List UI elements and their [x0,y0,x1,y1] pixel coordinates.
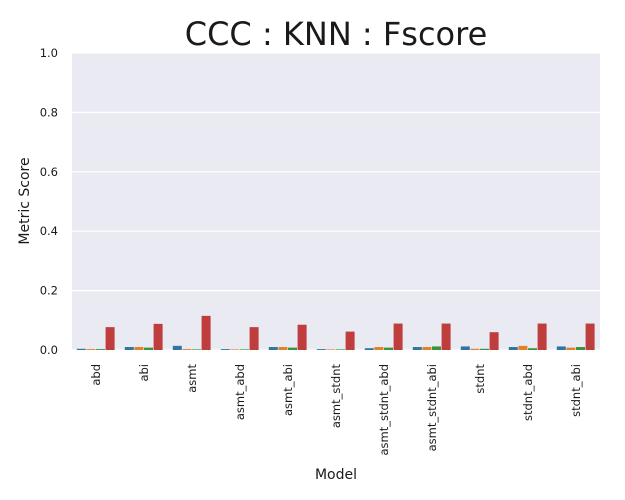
bar [268,347,278,350]
bar [220,349,230,350]
x-axis-label: Model [315,467,357,483]
bar [422,347,432,350]
bar [460,346,470,350]
bar [412,347,422,350]
bar [96,349,105,350]
bar [124,347,134,350]
bar [556,346,566,350]
x-tick-label: stdnt_abd [521,364,535,421]
bar [278,347,288,350]
bar [432,346,441,350]
x-tick-label: asmt_abd [233,364,247,420]
bar [364,348,374,350]
x-tick-label: abd [89,364,103,386]
x-tick-label: stdnt_abi [569,364,583,417]
bar [86,349,96,350]
bar [153,323,163,350]
bar [585,323,595,350]
y-axis-label: Metric Score [17,157,33,244]
x-tick-label: asmt_stdnt_abi [425,364,439,451]
bar [105,327,115,350]
x-tick-label: asmt_stdnt [329,364,343,429]
bar [384,347,393,350]
bar [172,345,182,350]
bar [144,347,153,350]
chart-title: CCC : KNN : Fscore [185,15,488,53]
y-tick-label: 0.0 [40,343,58,357]
bar [374,347,384,350]
x-tick-label: asmt_abi [281,364,295,416]
y-tick-label: 1.0 [40,46,58,60]
x-tick-label: abi [137,364,151,382]
bar [528,348,537,350]
bar [201,315,211,350]
bar [441,323,451,350]
bar [240,349,249,350]
y-tick-label: 0.2 [40,284,58,298]
bar [336,349,345,350]
bar [182,349,192,350]
bar [470,348,480,350]
bar [288,347,297,350]
bar [316,349,326,350]
y-tick-label: 0.8 [40,105,58,119]
bar [576,347,585,350]
bar [326,349,336,350]
bar [192,349,201,350]
bar [76,348,86,350]
x-tick-label: asmt_stdnt_abd [377,364,391,456]
x-tick-labels: abd abi asmt asmt_abd asmt_abi asmt_stdnt asmt… [89,364,583,456]
bar [134,347,144,350]
y-tick-label: 0.4 [40,224,58,238]
y-tick-label: 0.6 [40,165,58,179]
bar [230,349,240,350]
y-tick-labels: 0.0 0.2 0.4 0.6 0.8 1.0 [40,46,58,357]
bar [489,332,499,350]
bar [345,331,355,350]
bar [518,345,528,350]
bar [566,347,576,350]
bar [249,327,259,350]
bar [393,323,403,350]
bars [76,315,595,350]
bar [480,348,489,350]
x-tick-label: asmt [185,364,199,393]
plot-area [72,53,600,350]
x-tick-label: stdnt [473,364,487,394]
bar [508,347,518,350]
bar [297,324,307,350]
bar [537,323,547,350]
